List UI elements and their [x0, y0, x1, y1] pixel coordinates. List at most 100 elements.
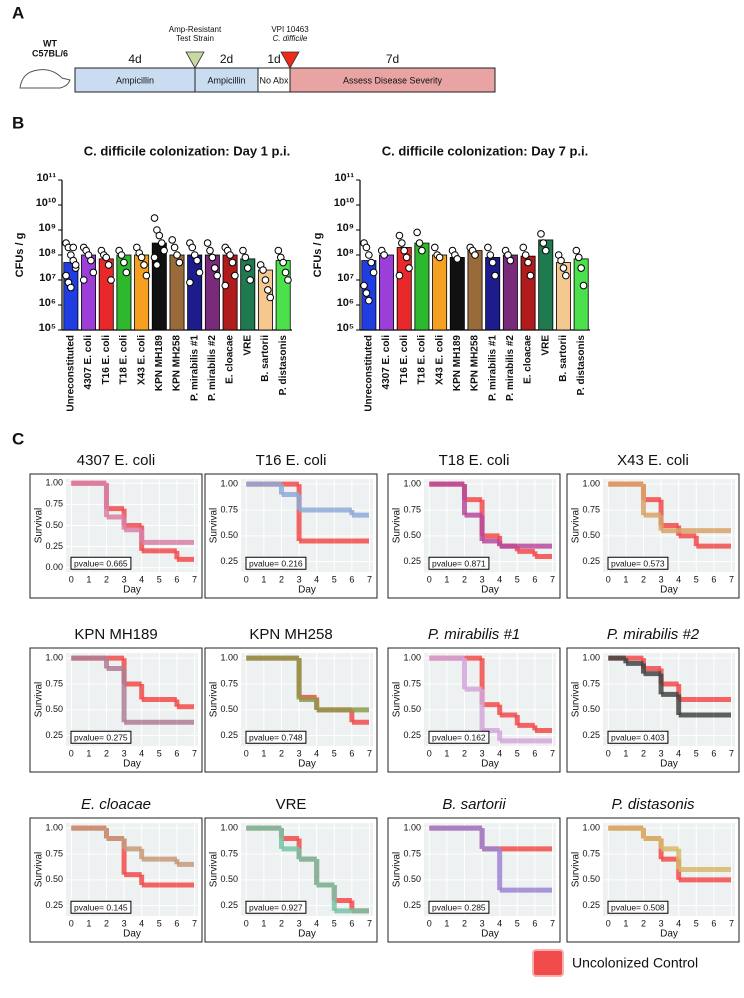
data-point [380, 251, 388, 259]
x-tick-label: 0 [69, 748, 74, 758]
plot-background [424, 823, 556, 916]
bar [98, 258, 114, 331]
data-point [395, 271, 404, 280]
bar [538, 239, 554, 331]
annotation: pvalue= 0.871 [432, 558, 486, 568]
timeline-segment [74, 67, 196, 93]
legend-label: Uncolonized Control [572, 955, 698, 971]
x-tick-label: X43 E. coli [434, 335, 445, 385]
data-point [155, 231, 164, 240]
y-axis-label: Survival [571, 682, 582, 718]
x-tick-label: 0 [244, 748, 249, 758]
data-point [402, 253, 411, 262]
annotation: pvalue= 0.927 [249, 902, 303, 912]
x-tick-label: E. cloacae [523, 335, 534, 384]
bar [414, 242, 430, 331]
y-tick-label: 0.25 [403, 556, 421, 566]
data-point [239, 246, 247, 255]
data-point [228, 258, 237, 267]
legend-swatch [532, 949, 564, 977]
x-tick-label: 2 [641, 748, 646, 758]
data-point [170, 243, 179, 252]
x-tick-label: 1 [623, 918, 628, 928]
data-point [362, 289, 371, 297]
y-axis-label: Survival [571, 852, 582, 888]
x-tick-label: 4 [314, 748, 319, 758]
x-tick-label: 0 [69, 918, 74, 928]
x-tick-label: 3 [659, 748, 664, 758]
panel-label: B [12, 113, 24, 132]
x-tick-label: 6 [711, 918, 716, 928]
x-tick-label: 5 [515, 918, 520, 928]
y-tick-label: 10⁸ [39, 247, 56, 259]
annotation: pvalue= 0.275 [74, 732, 128, 742]
data-point [519, 243, 528, 252]
data-point [241, 253, 250, 262]
data-point [259, 266, 267, 274]
y-tick-label: 0.50 [45, 520, 63, 530]
y-tick-label: 10⁶ [337, 297, 354, 309]
annotation-box [70, 556, 132, 570]
x-tick-label: 2 [641, 574, 646, 584]
y-tick-label: 0.50 [582, 530, 600, 540]
data-point [203, 239, 212, 247]
x-tick-label: 2 [279, 918, 284, 928]
data-point [365, 296, 373, 305]
annotation-box [245, 556, 307, 570]
data-point [488, 258, 497, 267]
x-tick-label: 4 [314, 918, 319, 928]
x-tick-label: 6 [711, 748, 716, 758]
data-point [524, 258, 532, 267]
x-tick-label: 5 [157, 748, 162, 758]
timeline-segment [257, 67, 291, 93]
data-point [117, 251, 126, 259]
data-point [274, 246, 283, 255]
x-tick-label: P. mirabilis #2 [207, 335, 218, 401]
y-tick-label: 10¹¹ [334, 172, 354, 184]
x-tick-label: 4 [676, 918, 681, 928]
bar [467, 250, 483, 331]
x-tick-label: 2 [104, 748, 109, 758]
x-tick-label: 6 [349, 574, 354, 584]
y-tick-label: 0.75 [220, 504, 238, 514]
y-tick-label: 0.25 [220, 730, 238, 740]
x-tick-label: 4 [139, 918, 144, 928]
data-point [160, 246, 168, 255]
y-tick-label: 0.75 [403, 848, 421, 858]
x-tick-label: 4 [676, 574, 681, 584]
annotation: pvalue= 0.573 [611, 558, 665, 568]
x-tick-label: KPN MH189 [154, 335, 165, 392]
mouse-label: C57BL/6 [32, 48, 68, 58]
y-axis-label: Survival [392, 508, 403, 544]
y-axis-label: Survival [34, 852, 45, 888]
data-point [186, 278, 194, 287]
data-point [210, 264, 219, 272]
annotation-box [245, 730, 307, 744]
data-point [193, 256, 201, 265]
x-tick-label: 4307 E. coli [83, 335, 94, 390]
x-tick-label: 2 [462, 748, 467, 758]
x-tick-label: 4 [676, 748, 681, 758]
segment-label: No Abx [259, 75, 289, 85]
x-tick-label: 6 [349, 748, 354, 758]
x-tick-label: 5 [515, 574, 520, 584]
x-tick-label: P. distasonis [278, 335, 289, 396]
y-tick-label: 10¹⁰ [36, 197, 57, 209]
annotation-box [70, 730, 132, 744]
annotation-box [607, 556, 669, 570]
timeline-segment [289, 67, 496, 93]
x-tick-label: 1 [261, 748, 266, 758]
annotation: pvalue= 0.403 [611, 732, 665, 742]
data-point [168, 236, 176, 244]
y-axis-label: Survival [209, 682, 220, 718]
data-point [579, 281, 588, 290]
x-tick-label: 7 [192, 748, 197, 758]
x-tick-label: B. sartorii [558, 335, 569, 382]
x-tick-label: 5 [694, 748, 699, 758]
x-tick-label: 6 [174, 574, 179, 584]
bar [187, 254, 203, 331]
x-tick-label: VRE [242, 335, 253, 356]
x-tick-label: B. sartorii [260, 335, 271, 382]
y-tick-label: 1.00 [45, 653, 63, 663]
